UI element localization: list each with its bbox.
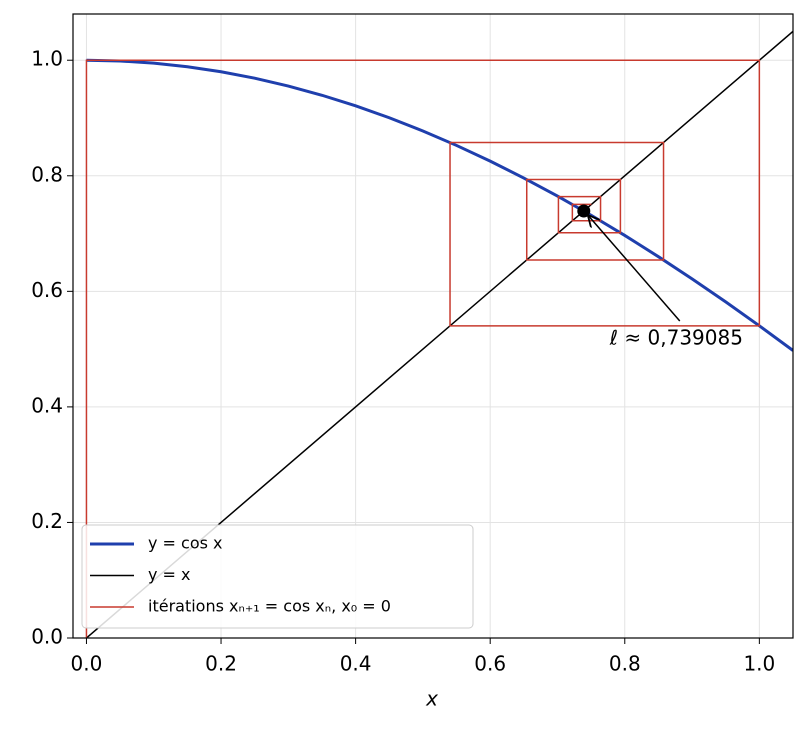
series-line <box>85 59 761 638</box>
x-tick-label: 0.4 <box>340 652 372 676</box>
y-tick-label: 0.8 <box>31 162 63 186</box>
y-tick-label: 0.0 <box>31 625 63 649</box>
legend-label: itérations xₙ₊₁ = cos xₙ, x₀ = 0 <box>148 597 391 616</box>
x-tick-label: 0.0 <box>71 652 103 676</box>
legend-box <box>81 524 474 629</box>
series-line <box>86 58 793 352</box>
y-tick-label: 0.4 <box>31 393 63 417</box>
legend-label: y = x <box>148 565 191 584</box>
x-tick-label: 0.8 <box>609 652 641 676</box>
legend-label: y = cos x <box>148 534 223 553</box>
x-tick-label: 1.0 <box>743 652 775 676</box>
x-tick-label: 0.6 <box>474 652 506 676</box>
annotation-arrow <box>588 215 681 322</box>
legend: y = cos x y = x itérations xₙ₊₁ = cos xₙ, … <box>81 524 474 629</box>
axes-frame <box>72 13 794 639</box>
y-tick-label: 0.2 <box>31 509 63 533</box>
x-axis-label: x <box>425 687 438 711</box>
x-tick-label: 0.2 <box>205 652 237 676</box>
y-tick-label: 1.0 <box>31 47 63 71</box>
annotation: ℓ ≈ 0,739085 <box>609 325 743 349</box>
y-tick-label: 0.6 <box>31 278 63 302</box>
